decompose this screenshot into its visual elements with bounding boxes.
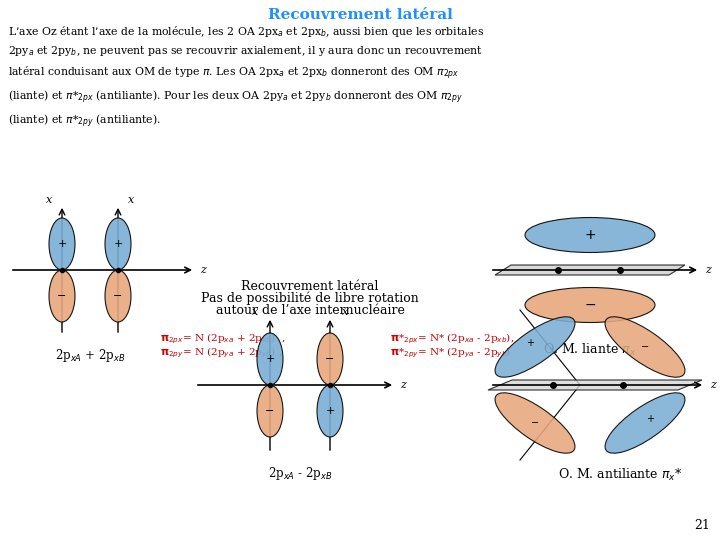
Ellipse shape: [49, 218, 75, 270]
Text: +: +: [113, 239, 122, 249]
Polygon shape: [488, 380, 702, 390]
Ellipse shape: [105, 218, 131, 270]
Text: z: z: [710, 380, 716, 390]
Text: 21: 21: [694, 519, 710, 532]
Text: Recouvrement latéral: Recouvrement latéral: [268, 8, 452, 22]
Text: −: −: [325, 354, 335, 364]
Text: $\mathbf{\pi}$*$_{2py}$= N* (2p$_{ya}$ - 2p$_{yb}$): $\mathbf{\pi}$*$_{2py}$= N* (2p$_{ya}$ -…: [390, 346, 511, 360]
Text: −: −: [265, 406, 275, 416]
Text: x: x: [342, 307, 348, 317]
Text: −: −: [584, 298, 596, 312]
Text: +: +: [646, 414, 654, 424]
Ellipse shape: [605, 317, 685, 377]
Text: x: x: [252, 307, 258, 317]
Text: $\mathbf{\pi}$*$_{2px}$= N* (2p$_{xa}$ - 2p$_{xb}$),: $\mathbf{\pi}$*$_{2px}$= N* (2p$_{xa}$ -…: [390, 332, 514, 346]
Text: z: z: [400, 380, 406, 390]
Text: z: z: [200, 265, 206, 275]
Text: 2p$_{xA}$ + 2p$_{xB}$: 2p$_{xA}$ + 2p$_{xB}$: [55, 347, 125, 363]
Text: O. M. antiliante $\pi_x$*: O. M. antiliante $\pi_x$*: [558, 467, 683, 483]
Ellipse shape: [257, 333, 283, 385]
Text: −: −: [58, 291, 67, 301]
Text: +: +: [58, 239, 67, 249]
Text: −: −: [113, 291, 122, 301]
Ellipse shape: [105, 270, 131, 322]
Ellipse shape: [495, 317, 575, 377]
Text: Pas de possibilité de libre rotation: Pas de possibilité de libre rotation: [201, 291, 419, 305]
Ellipse shape: [605, 393, 685, 453]
Text: autour de l’axe internucléaire: autour de l’axe internucléaire: [215, 303, 405, 316]
Text: z: z: [705, 265, 711, 275]
Ellipse shape: [49, 270, 75, 322]
Ellipse shape: [317, 333, 343, 385]
Polygon shape: [495, 265, 685, 275]
Text: +: +: [325, 406, 335, 416]
Ellipse shape: [525, 287, 655, 322]
Ellipse shape: [495, 393, 575, 453]
Text: $\mathbf{\pi}$$_{2py}$= N (2p$_{ya}$ + 2p$_{yb}$) ,: $\mathbf{\pi}$$_{2py}$= N (2p$_{ya}$ + 2…: [160, 346, 282, 360]
Text: 2p$_{xA}$ - 2p$_{xB}$: 2p$_{xA}$ - 2p$_{xB}$: [268, 464, 332, 482]
Text: L’axe Oz étant l’axe de la molécule, les 2 OA 2px$_a$ et 2px$_b$, aussi bien que: L’axe Oz étant l’axe de la molécule, les…: [8, 24, 484, 130]
Text: +: +: [265, 354, 275, 364]
Text: +: +: [584, 228, 596, 242]
Text: O. M. liante $\pi_x$: O. M. liante $\pi_x$: [543, 342, 636, 358]
Ellipse shape: [257, 385, 283, 437]
Text: $\mathbf{\pi}$$_{2px}$= N (2p$_{xa}$ + 2p$_{xb}$)  ,: $\mathbf{\pi}$$_{2px}$= N (2p$_{xa}$ + 2…: [160, 332, 286, 346]
Text: −: −: [641, 342, 649, 352]
Ellipse shape: [317, 385, 343, 437]
Text: +: +: [526, 338, 534, 348]
Text: −: −: [531, 418, 539, 428]
Text: Recouvrement latéral: Recouvrement latéral: [241, 280, 379, 293]
Text: x: x: [128, 195, 134, 205]
Ellipse shape: [525, 218, 655, 253]
Text: x: x: [46, 195, 52, 205]
